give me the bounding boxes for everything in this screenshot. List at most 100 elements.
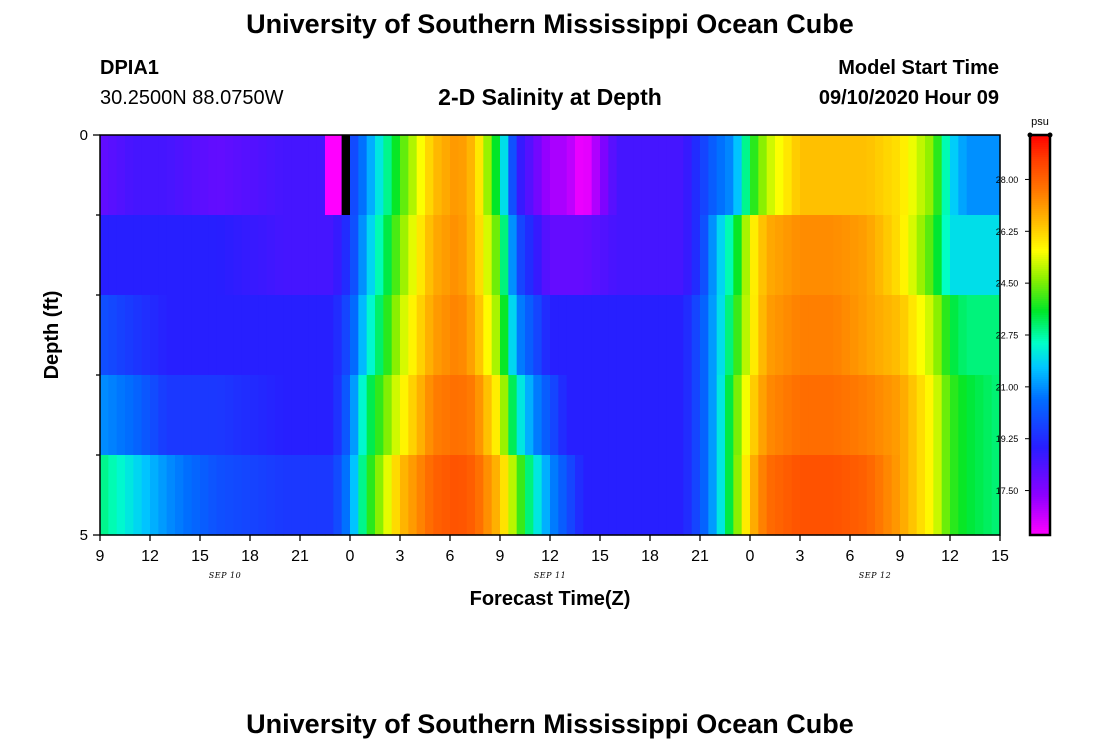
colorbar-segment [1030, 193, 1050, 196]
colorbar-segment [1030, 395, 1050, 398]
heatmap-cell [975, 135, 984, 216]
x-tick-label: 21 [691, 548, 709, 565]
heatmap-cell [350, 455, 359, 536]
heatmap-cell [358, 135, 368, 216]
heatmap-cell [516, 215, 526, 296]
colorbar-segment [1030, 297, 1050, 300]
colorbar-segment [1030, 333, 1050, 336]
colorbar-segment [1030, 411, 1050, 414]
heatmap-cell [866, 135, 876, 216]
colorbar-segment [1030, 157, 1050, 160]
colorbar-segment [1030, 213, 1050, 216]
colorbar-segment [1030, 341, 1050, 344]
heatmap-cell [558, 375, 568, 456]
heatmap-cell [475, 135, 484, 216]
heatmap-cell [533, 455, 543, 536]
colorbar-segment [1030, 507, 1050, 510]
heatmap-cell [600, 295, 609, 376]
heatmap-cell [358, 215, 368, 296]
heatmap-cell [316, 375, 326, 456]
heatmap-cell [183, 215, 193, 296]
colorbar-segment [1030, 421, 1050, 424]
heatmap-cell [225, 455, 234, 536]
x-tick-label: 21 [291, 548, 309, 565]
heatmap-cell [258, 135, 268, 216]
x-tick-label: 12 [541, 548, 559, 565]
colorbar-segment [1030, 271, 1050, 274]
heatmap-cell [941, 215, 951, 296]
heatmap-cell [141, 135, 151, 216]
heatmap-cell [850, 375, 859, 456]
heatmap-cell [650, 375, 659, 456]
heatmap-cell [958, 375, 968, 456]
heatmap-cell [625, 135, 634, 216]
heatmap-cell [158, 135, 168, 216]
x-tick-label: 0 [346, 548, 355, 565]
heatmap-cell [466, 375, 476, 456]
heatmap-cell [508, 455, 518, 536]
colorbar-segment [1030, 391, 1050, 394]
heatmap-cell [641, 375, 651, 456]
heatmap-cell [916, 215, 926, 296]
colorbar-segment [1030, 495, 1050, 498]
heatmap-cell [425, 455, 434, 536]
heatmap-cell [108, 455, 118, 536]
heatmap-cell [733, 375, 743, 456]
colorbar-segment [1030, 321, 1050, 324]
colorbar-segment [1030, 459, 1050, 462]
x-tick-label: 9 [896, 548, 905, 565]
heatmap-cell [125, 295, 134, 376]
heatmap-cell [525, 455, 534, 536]
heatmap-cell [500, 135, 509, 216]
colorbar-segment [1030, 491, 1050, 494]
heatmap-cell [775, 215, 784, 296]
heatmap-cell [575, 295, 584, 376]
colorbar-tick-label: 22.75 [996, 331, 1019, 341]
colorbar-segment [1030, 413, 1050, 416]
heatmap-cell [583, 295, 593, 376]
colorbar-segment [1030, 259, 1050, 262]
colorbar-segment [1030, 135, 1050, 138]
x-tick-label: 3 [396, 548, 405, 565]
heatmap-cell [641, 135, 651, 216]
heatmap-cell [733, 135, 743, 216]
heatmap-cell [416, 375, 426, 456]
heatmap-cell [675, 135, 684, 216]
colorbar-segment [1030, 137, 1050, 140]
colorbar-segment [1030, 377, 1050, 380]
colorbar-segment [1030, 279, 1050, 282]
footer-title: University of Southern Mississippi Ocean… [246, 709, 854, 739]
heatmap-cell [416, 135, 426, 216]
colorbar-segment [1030, 483, 1050, 486]
heatmap-cell [508, 135, 518, 216]
heatmap-cell [491, 135, 501, 216]
heatmap-cell [500, 295, 509, 376]
colorbar-segment [1030, 283, 1050, 286]
heatmap-cell [525, 375, 534, 456]
colorbar-segment [1030, 449, 1050, 452]
colorbar-segment [1030, 527, 1050, 530]
heatmap-cell [850, 215, 859, 296]
heatmap-cell [775, 135, 784, 216]
heatmap-cell [858, 135, 868, 216]
heatmap-cell [400, 295, 409, 376]
heatmap-cell [583, 375, 593, 456]
colorbar-tick-label: 24.50 [996, 279, 1019, 289]
heatmap-cell [691, 135, 701, 216]
heatmap-cell [808, 135, 818, 216]
heatmap-cell [283, 455, 293, 536]
colorbar-segment [1030, 437, 1050, 440]
colorbar-segment [1030, 307, 1050, 310]
heatmap-cell [516, 295, 526, 376]
colorbar-segment [1030, 487, 1050, 490]
colorbar-segment [1030, 217, 1050, 220]
heatmap-cell [958, 295, 968, 376]
heatmap-cell [233, 455, 243, 536]
heatmap-cell [333, 295, 343, 376]
colorbar-segment [1030, 253, 1050, 256]
heatmap-cell [516, 455, 526, 536]
colorbar-segment [1030, 233, 1050, 236]
heatmap-cell [150, 455, 159, 536]
colorbar-segment [1030, 523, 1050, 526]
